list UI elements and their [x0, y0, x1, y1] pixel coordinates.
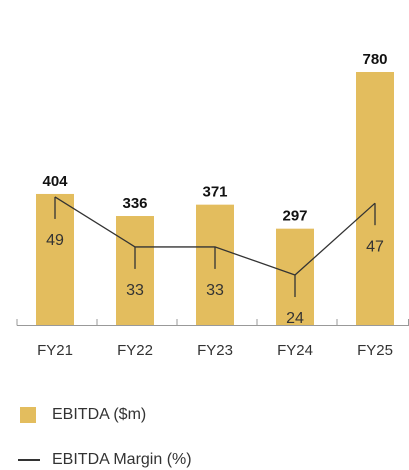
bar-label: 336	[122, 195, 147, 212]
legend-label: EBITDA ($m)	[52, 406, 146, 423]
margin-label: 33	[126, 282, 144, 299]
x-tick-label: FY22	[117, 342, 153, 359]
x-tick-label: FY24	[277, 342, 313, 359]
bar-label: 780	[362, 51, 387, 68]
margin-label: 47	[366, 238, 384, 255]
bar-label: 404	[42, 173, 68, 190]
x-tick-label: FY25	[357, 342, 393, 359]
bar	[356, 72, 394, 325]
margin-label: 33	[206, 282, 224, 299]
x-tick-label: FY21	[37, 342, 73, 359]
bar-label: 297	[282, 208, 307, 225]
margin-label: 24	[286, 310, 304, 327]
x-tick-label: FY23	[197, 342, 233, 359]
margin-label: 49	[46, 232, 64, 249]
bar	[116, 216, 154, 325]
legend-label: EBITDA Margin (%)	[52, 451, 192, 468]
bar-label: 371	[202, 184, 227, 201]
legend-swatch	[20, 407, 36, 423]
